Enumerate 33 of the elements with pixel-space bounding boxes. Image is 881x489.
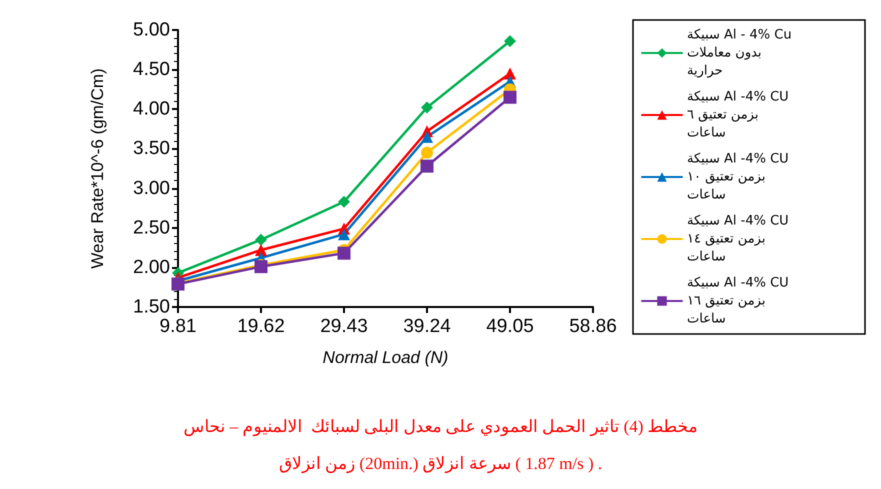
x-tick-label: 9.81: [160, 316, 196, 337]
x-tick-label: 49.05: [486, 316, 534, 337]
y-tick-label: 4.00: [133, 98, 170, 120]
y-tick-label: 3.50: [133, 138, 170, 160]
text: زمن انزلاق (20min.) سرعة انزلاق ( 1.87 m/s ) .: [278, 454, 602, 474]
y-tick-label: 2.00: [133, 256, 170, 278]
point: [504, 35, 516, 48]
point: [420, 160, 434, 173]
x-tick-label: 39.24: [403, 316, 452, 337]
legend-label: سبيكة Al -4% CU بزمن تعتيق ٦ ساعات: [687, 90, 793, 140]
legend-label: سبيكة Al -4% CU بزمن تعتيق ١٠ ساعات: [687, 152, 793, 202]
text: مخطط (4) تاثير الحمل العمودي على معدل البلى لسبائك الالمنيوم – نحاس: [183, 417, 698, 437]
legend-label: سبيكة Al - 4% Cu بدون معاملات حرارية: [687, 28, 796, 78]
y-tick-label: 4.50: [133, 59, 170, 80]
y-tick-label: 2.50: [133, 217, 170, 238]
point: [421, 146, 433, 159]
y-tick-label: 3.00: [133, 178, 170, 199]
point: [338, 196, 350, 208]
x-tick-label: 29.43: [320, 316, 368, 337]
x-axis-title: Normal Load (N): [322, 348, 448, 367]
point: [338, 228, 350, 240]
legend-label: سبيكة Al -4% CU بزمن تعتيق ١٤ ساعات: [687, 214, 793, 264]
point: [421, 130, 433, 143]
x-tick-label: 58.86: [569, 316, 617, 337]
point: [421, 102, 433, 114]
y-axis-title: Wear Rate*10^-6 (gm/Cm): [88, 68, 107, 269]
point: [504, 90, 516, 104]
y-tick-label: 1.50: [133, 296, 170, 318]
point: [255, 234, 267, 246]
y-tick-label: 5.00: [133, 20, 170, 40]
legend-label: سبيكة Al -4% CU بزمن تعتيق ١٦ ساعات: [687, 276, 793, 326]
x-tick-label: 19.62: [237, 316, 285, 337]
point: [338, 246, 350, 260]
